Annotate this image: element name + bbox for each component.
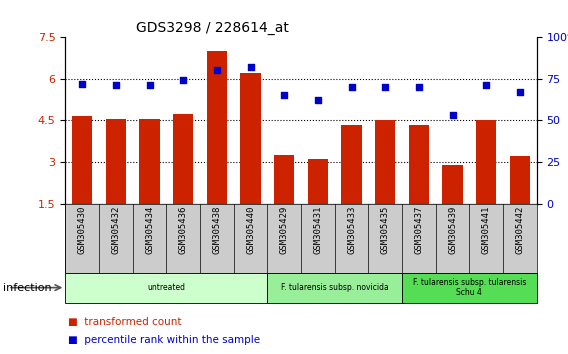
FancyBboxPatch shape [65, 273, 268, 303]
Bar [173, 114, 193, 204]
Point [246, 64, 255, 70]
Text: GSM305430: GSM305430 [78, 206, 87, 254]
Bar [375, 120, 395, 204]
Point [414, 84, 423, 90]
Text: F. tularensis subsp. novicida: F. tularensis subsp. novicida [281, 283, 389, 292]
Point [482, 82, 491, 88]
Text: infection: infection [3, 282, 52, 293]
Point [111, 82, 120, 88]
Point [212, 68, 222, 73]
Bar [308, 159, 328, 204]
Bar [510, 156, 530, 204]
Bar [72, 116, 92, 204]
Point [178, 78, 187, 83]
Text: GSM305438: GSM305438 [212, 206, 222, 254]
Text: GSM305436: GSM305436 [179, 206, 187, 254]
Point [279, 93, 289, 98]
Bar [106, 119, 126, 204]
Text: GSM305437: GSM305437 [415, 206, 423, 254]
Bar [442, 165, 463, 204]
Point [381, 84, 390, 90]
Text: GSM305431: GSM305431 [314, 206, 323, 254]
Text: GSM305440: GSM305440 [246, 206, 255, 254]
Text: GSM305432: GSM305432 [111, 206, 120, 254]
Point [448, 113, 457, 118]
Text: GSM305435: GSM305435 [381, 206, 390, 254]
Bar [476, 120, 496, 204]
Bar [409, 125, 429, 204]
Point [347, 84, 356, 90]
Text: GSM305439: GSM305439 [448, 206, 457, 254]
Text: F. tularensis subsp. tularensis
Schu 4: F. tularensis subsp. tularensis Schu 4 [413, 278, 526, 297]
Bar [139, 119, 160, 204]
Bar [341, 125, 362, 204]
Point [515, 89, 524, 95]
Text: GSM305442: GSM305442 [515, 206, 524, 254]
Bar [274, 155, 294, 204]
FancyBboxPatch shape [402, 273, 537, 303]
Bar [240, 73, 261, 204]
Text: ■  transformed count: ■ transformed count [68, 317, 182, 327]
Point [314, 98, 323, 103]
Text: GDS3298 / 228614_at: GDS3298 / 228614_at [136, 21, 289, 35]
Text: GSM305433: GSM305433 [347, 206, 356, 254]
Text: GSM305441: GSM305441 [482, 206, 491, 254]
Text: untreated: untreated [147, 283, 185, 292]
Text: GSM305429: GSM305429 [279, 206, 289, 254]
Point [78, 81, 87, 87]
Text: ■  percentile rank within the sample: ■ percentile rank within the sample [68, 335, 260, 345]
Bar [207, 51, 227, 204]
Point [145, 82, 154, 88]
FancyBboxPatch shape [268, 273, 402, 303]
Text: GSM305434: GSM305434 [145, 206, 154, 254]
